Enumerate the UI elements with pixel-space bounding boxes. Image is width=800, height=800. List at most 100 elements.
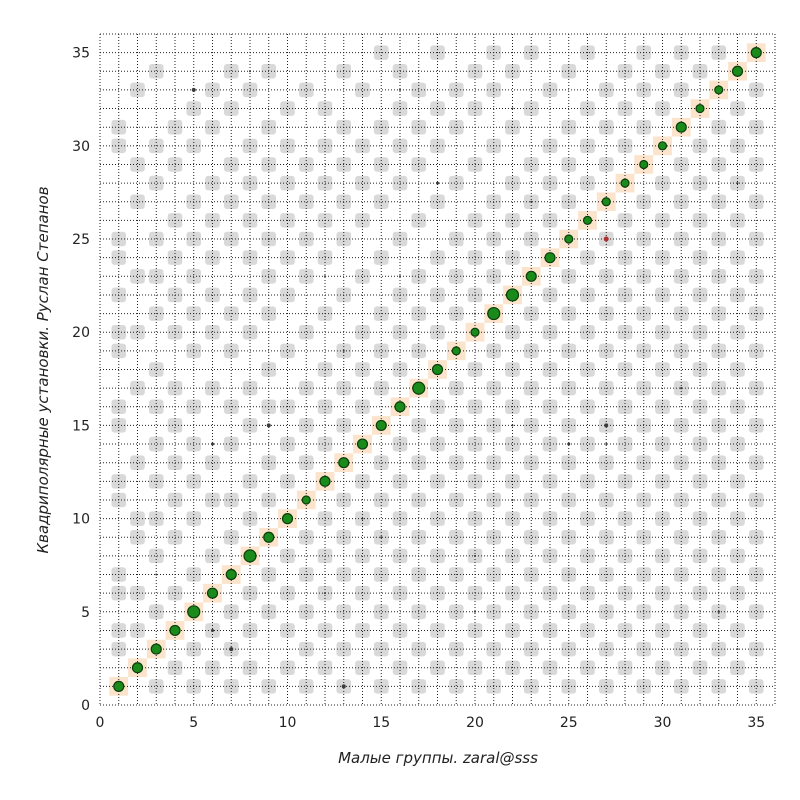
background-cell: [205, 287, 220, 303]
background-cell: [430, 548, 445, 564]
off-diagonal-point: [249, 70, 251, 73]
diagonal-point: [113, 680, 125, 692]
diagonal-point: [620, 178, 630, 188]
background-cell: [430, 585, 445, 601]
background-cell: [130, 585, 145, 601]
background-cell: [223, 231, 239, 247]
diagonal-point: [601, 197, 611, 207]
background-cell: [505, 250, 520, 265]
x-tick-label: 30: [654, 715, 672, 731]
background-cell: [148, 64, 164, 79]
diagonal-point: [505, 288, 520, 302]
off-diagonal-point: [266, 423, 271, 428]
background-cell: [298, 231, 314, 247]
diagonal-point: [187, 605, 201, 619]
background-cell: [655, 287, 670, 303]
diagonal-point: [582, 215, 593, 225]
background-cell: [655, 362, 670, 377]
x-tick-label: 35: [747, 715, 765, 731]
background-cell: [505, 64, 520, 79]
y-tick-label: 15: [72, 418, 90, 434]
highlight-point: [603, 236, 609, 242]
background-cell: [355, 269, 370, 284]
off-diagonal-point: [211, 442, 214, 446]
background-cell: [598, 455, 614, 470]
background-cell: [298, 82, 314, 98]
background-cell: [280, 585, 295, 601]
background-cell: [598, 343, 614, 359]
background-cell: [130, 269, 145, 284]
off-diagonal-point: [474, 554, 476, 557]
off-diagonal-point: [511, 424, 514, 427]
off-diagonal-point: [605, 443, 608, 446]
background-cell: [673, 194, 689, 210]
background-cell: [505, 585, 520, 601]
y-tick-label: 20: [72, 325, 90, 341]
background-cell: [523, 529, 539, 545]
background-cell: [505, 324, 520, 340]
off-diagonal-point: [717, 610, 720, 614]
background-cell: [223, 436, 239, 452]
background-cell: [223, 101, 239, 116]
background-cell: [430, 436, 445, 452]
diagonal-point: [263, 531, 275, 543]
background-cell: [673, 679, 689, 694]
background-cell: [655, 585, 670, 601]
background-cell: [655, 101, 670, 116]
diagonal-point: [431, 363, 444, 376]
off-diagonal-point: [380, 536, 383, 539]
background-cell: [523, 343, 539, 359]
background-cell: [430, 250, 445, 265]
background-cell: [580, 511, 595, 526]
background-cell: [655, 436, 670, 452]
background-cell: [448, 82, 464, 98]
diagonal-point: [639, 159, 649, 170]
background-cell: [130, 623, 145, 638]
off-diagonal-point: [736, 182, 739, 185]
background-cell: [748, 604, 764, 620]
background-cell: [280, 623, 295, 638]
background-cell: [223, 679, 239, 694]
background-cell: [373, 250, 389, 265]
background-cell: [580, 436, 595, 452]
y-tick-label: 30: [72, 139, 90, 155]
x-tick-label: 5: [189, 715, 198, 731]
off-diagonal-point: [342, 349, 345, 352]
background-cell: [280, 343, 295, 359]
background-cell: [748, 231, 764, 247]
diagonal-point: [281, 513, 294, 525]
background-cell: [580, 175, 595, 191]
diagonal-points: [113, 47, 762, 692]
y-tick-label: 25: [72, 232, 90, 248]
background-cell: [448, 679, 464, 694]
y-tick-label: 0: [81, 698, 90, 714]
background-cell: [730, 511, 745, 526]
diagonal-point: [750, 47, 762, 59]
background-cell: [748, 529, 764, 545]
background-cell: [523, 231, 539, 247]
diagonal-point: [470, 327, 480, 337]
background-cell: [748, 82, 764, 98]
background-cell: [673, 157, 689, 172]
background-cell: [748, 157, 764, 172]
background-cell: [523, 604, 539, 620]
background-cell: [580, 250, 595, 265]
background-cell: [580, 101, 595, 116]
background-cell: [373, 604, 389, 620]
off-diagonal-point: [229, 647, 234, 652]
background-cell: [598, 529, 614, 545]
background-cell: [298, 604, 314, 620]
background-cell: [430, 324, 445, 340]
diagonal-point: [451, 346, 461, 356]
background-cell: [730, 623, 745, 638]
background-cell: [655, 250, 670, 265]
background-cell: [148, 679, 164, 694]
background-cell: [598, 82, 614, 98]
background-cell: [430, 511, 445, 526]
background-cell: [655, 548, 670, 564]
background-cell: [223, 604, 239, 620]
off-diagonal-point: [736, 648, 739, 651]
background-cell: [448, 455, 464, 470]
off-diagonal-point: [155, 573, 158, 576]
background-cell: [355, 548, 370, 564]
